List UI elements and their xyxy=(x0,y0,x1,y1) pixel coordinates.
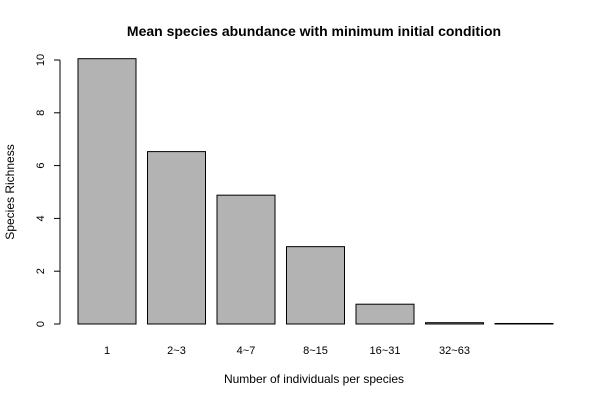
bar xyxy=(286,246,345,325)
bar xyxy=(425,322,484,325)
bar xyxy=(216,194,276,325)
y-tick-label: 0 xyxy=(35,321,47,327)
x-tick-label: 32~63 xyxy=(439,345,470,357)
x-tick-label: 4~7 xyxy=(237,345,256,357)
chart-title: Mean species abundance with minimum init… xyxy=(127,23,501,39)
bar xyxy=(77,58,137,325)
y-axis-label: Species Richness xyxy=(3,144,17,239)
y-tick-label: 4 xyxy=(35,215,47,221)
y-tick-label: 10 xyxy=(35,54,47,66)
y-tick-label: 6 xyxy=(35,163,47,169)
x-tick-label: 8~15 xyxy=(303,345,328,357)
bars-group xyxy=(77,58,554,325)
y-axis: 0 2 4 6 8 10 xyxy=(35,54,61,327)
x-tick-labels: 1 2~3 4~7 8~15 16~31 32~63 xyxy=(104,345,470,357)
y-tick-label: 8 xyxy=(35,110,47,116)
bar xyxy=(147,151,206,325)
x-tick-label: 1 xyxy=(104,345,110,357)
x-tick-label: 16~31 xyxy=(370,345,401,357)
y-tick-label: 2 xyxy=(35,268,47,274)
bar xyxy=(494,322,554,325)
bar xyxy=(355,303,415,325)
x-axis-label: Number of individuals per species xyxy=(224,372,404,386)
x-tick-label: 2~3 xyxy=(167,345,186,357)
